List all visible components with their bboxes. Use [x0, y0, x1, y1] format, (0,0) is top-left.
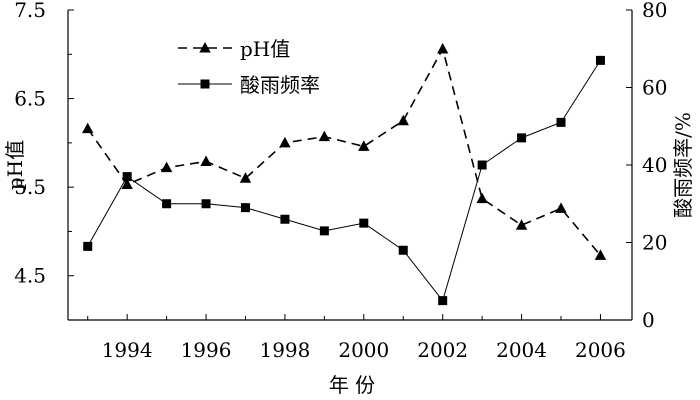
acid-rain-data-point: [162, 199, 172, 209]
legend-label-acid-rain: 酸雨频率: [240, 73, 320, 97]
y-right-tick-label: 80: [642, 0, 667, 22]
acid-rain-data-point: [359, 218, 369, 228]
ph-series-line: [87, 46, 602, 256]
y-right-tick-label: 20: [642, 231, 667, 255]
y-left-tick-label: 4.5: [14, 264, 46, 288]
x-tick-label: 1998: [259, 338, 310, 362]
legend: pH值 酸雨频率: [178, 37, 320, 97]
y-left-tick-label: 6.5: [14, 87, 46, 111]
y-left-tick-label: 7.5: [14, 0, 46, 22]
ph-data-point: [239, 172, 252, 183]
ph-data-point: [318, 130, 331, 142]
ph-data-point: [397, 114, 409, 126]
ph-data-point: [82, 122, 94, 134]
legend-marker-ph: [199, 42, 211, 53]
acid-rain-data-point: [240, 203, 250, 213]
ph-data-point: [121, 178, 133, 189]
ph-data-point: [358, 140, 370, 151]
x-tick-label: 2000: [338, 338, 389, 362]
acid-rain-data-point: [83, 241, 93, 251]
acid-rain-series-line: [87, 60, 601, 302]
x-axis-title: 年 份: [329, 373, 375, 397]
acid-rain-data-point: [556, 117, 566, 127]
ph-data-point: [476, 192, 488, 204]
acid-rain-data-point: [477, 160, 487, 170]
y-axis-left-title: pH值: [3, 140, 27, 190]
legend-label-ph: pH值: [240, 37, 290, 61]
x-tick-label: 2006: [575, 338, 626, 362]
ph-data-point: [594, 249, 607, 260]
y-right-tick-label: 60: [642, 76, 667, 100]
ph-data-point: [515, 219, 528, 230]
axes-group: 1994 1996 1998 2000 2002 2004 2006 4.5 5.5 6.5 7.5…: [14, 0, 667, 362]
acid-rain-data-point: [517, 133, 527, 143]
ph-data-point: [279, 136, 291, 148]
x-tick-label: 1996: [181, 338, 232, 362]
ph-data-point: [160, 161, 173, 173]
x-tick-label: 2002: [417, 338, 468, 362]
acid-rain-data-point: [122, 172, 132, 182]
x-tick-label: 1994: [102, 338, 153, 362]
series-layer: [82, 42, 607, 306]
ph-data-point: [555, 202, 567, 213]
y-left-tick-label: 5.5: [14, 175, 46, 199]
acid-rain-data-point: [201, 199, 211, 209]
y-right-tick-label: 0: [642, 308, 655, 332]
y-right-tick-label: 40: [642, 153, 667, 177]
acid-rain-data-point: [319, 226, 329, 236]
x-tick-label: 2004: [496, 338, 547, 362]
ph-data-point: [436, 42, 449, 54]
legend-marker-acid-rain: [200, 79, 210, 89]
y-axis-right-title: 酸雨频率/%: [671, 112, 695, 218]
acid-rain-data-point: [438, 296, 448, 306]
acid-rain-data-point: [280, 214, 290, 224]
acid-rain-data-point: [398, 245, 408, 255]
ph-data-point: [200, 155, 212, 166]
acid-rain-data-point: [595, 55, 605, 65]
